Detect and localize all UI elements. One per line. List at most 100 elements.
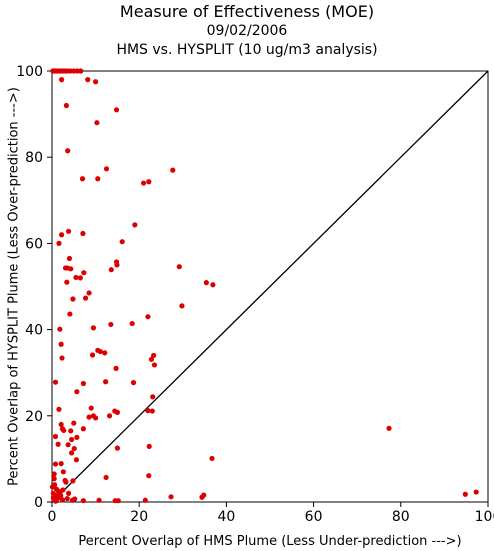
data-point	[115, 498, 121, 504]
data-point	[78, 68, 84, 74]
data-point	[81, 270, 87, 276]
data-point	[71, 445, 77, 452]
x-axis-label: Percent Overlap of HMS Plume (Less Under…	[78, 534, 461, 549]
data-point	[170, 167, 176, 173]
data-point	[114, 409, 120, 415]
data-point	[113, 107, 120, 113]
data-point	[96, 497, 102, 503]
data-point	[60, 469, 66, 475]
data-point	[74, 389, 80, 395]
data-point	[94, 120, 100, 126]
data-point	[58, 77, 65, 83]
plot-frame-layer	[51, 70, 489, 503]
x-tick-label: 100	[475, 509, 494, 525]
data-point	[210, 282, 216, 288]
y-tick-label: 60	[25, 236, 43, 252]
data-point	[146, 179, 152, 185]
data-point	[58, 461, 64, 467]
data-point	[65, 442, 71, 448]
data-point	[145, 314, 151, 320]
reference-line-layer	[51, 70, 489, 503]
data-point	[58, 232, 65, 238]
data-point	[77, 275, 83, 281]
data-point	[73, 274, 79, 281]
data-point	[88, 405, 94, 411]
data-point	[66, 255, 73, 262]
x-tick-label: 80	[392, 509, 410, 525]
chart-subtitle: HMS vs. HYSPLIT (10 ug/m3 analysis)	[116, 42, 378, 58]
data-point	[142, 497, 148, 503]
data-point	[386, 425, 392, 431]
y-axis-label: Percent Overlap of HYSPLIT Plume (Less O…	[7, 87, 22, 486]
data-point	[102, 350, 108, 356]
data-point	[473, 489, 479, 495]
data-point	[179, 303, 185, 309]
y-tick-label: 0	[34, 495, 43, 511]
data-point	[49, 484, 56, 490]
data-point	[68, 428, 74, 434]
data-point	[150, 352, 157, 359]
data-point	[51, 476, 57, 482]
data-point	[146, 473, 152, 479]
data-point	[52, 461, 59, 467]
data-point	[63, 102, 69, 109]
data-point	[89, 352, 96, 358]
plot-area-frame	[51, 70, 489, 503]
one-to-one-line	[51, 70, 489, 503]
data-point	[203, 280, 209, 286]
data-point	[108, 267, 114, 273]
data-point	[95, 347, 101, 353]
data-point	[68, 266, 74, 272]
data-point	[132, 222, 138, 228]
data-point	[72, 496, 78, 502]
data-point	[65, 148, 71, 154]
data-point	[58, 421, 64, 428]
data-point	[61, 427, 67, 434]
data-point	[52, 498, 59, 504]
data-point	[168, 494, 174, 500]
data-point	[69, 450, 75, 456]
data-point	[145, 408, 151, 414]
data-point	[59, 497, 66, 503]
y-tick-label: 80	[25, 150, 43, 166]
data-point	[114, 262, 120, 268]
data-point	[140, 180, 147, 186]
chart-title: Measure of Effectiveness (MOE)	[119, 2, 375, 21]
data-point	[70, 296, 76, 302]
data-point	[64, 495, 70, 502]
x-tick-label: 0	[48, 509, 57, 525]
data-point	[108, 321, 114, 328]
data-point	[63, 479, 69, 485]
y-tick-label: 20	[25, 409, 43, 425]
data-point	[113, 365, 119, 371]
data-point	[103, 166, 110, 172]
data-point	[74, 434, 80, 440]
data-point	[80, 426, 86, 432]
data-point	[52, 379, 59, 385]
y-tick-label: 40	[25, 323, 43, 339]
data-point	[80, 230, 86, 237]
y-tick-label: 100	[16, 64, 43, 80]
data-point	[130, 380, 137, 386]
data-point	[86, 414, 92, 420]
data-point	[70, 478, 76, 484]
data-point	[51, 471, 57, 477]
data-point	[55, 441, 61, 447]
x-tick-label: 20	[130, 509, 148, 525]
data-point	[58, 341, 64, 347]
data-point	[93, 79, 99, 85]
data-point	[56, 406, 62, 412]
data-point	[65, 490, 72, 496]
data-point	[129, 320, 135, 327]
tick-layer: 0 20 40 60 80 100 0 20 40 60 80 100	[16, 64, 494, 525]
data-point	[71, 420, 77, 426]
data-point	[119, 239, 125, 245]
data-point	[73, 457, 80, 463]
data-point	[114, 445, 120, 451]
data-point	[86, 290, 92, 296]
data-point	[90, 325, 97, 331]
data-point	[146, 443, 152, 450]
data-point	[65, 228, 72, 234]
data-point	[103, 379, 109, 385]
